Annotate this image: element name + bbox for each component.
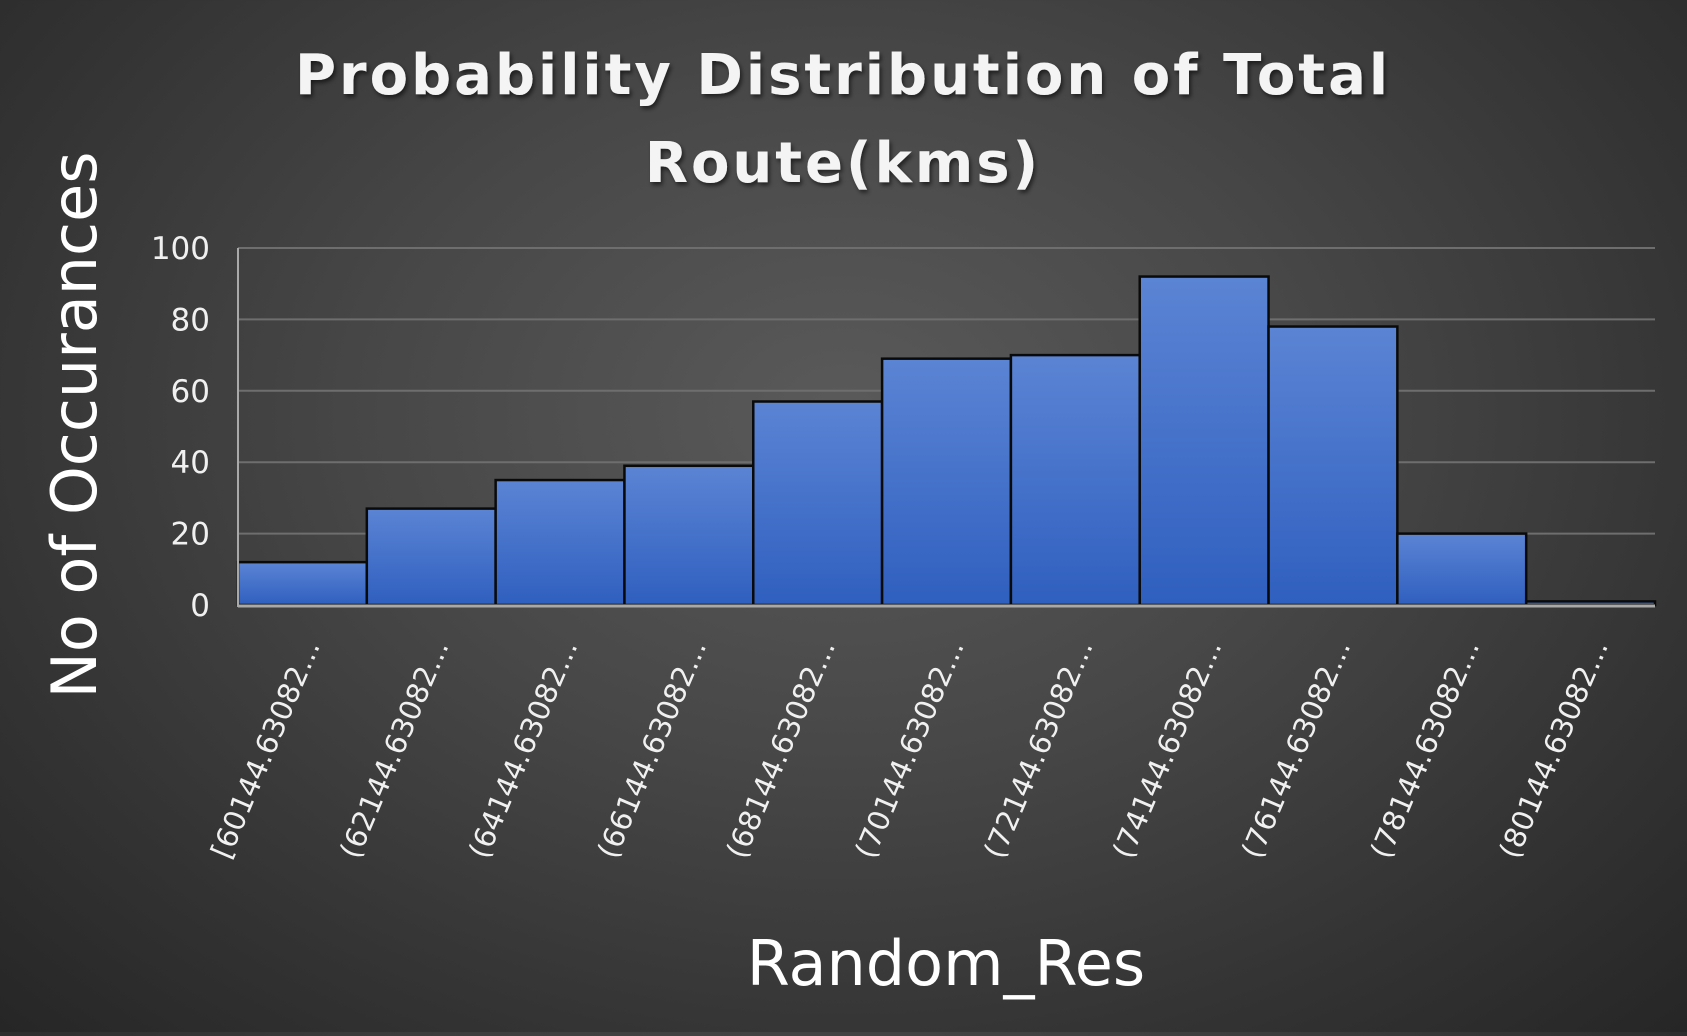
y-tick-label: 20: [171, 517, 210, 553]
histogram-bar: [236, 560, 369, 607]
x-category-label: (70144.63082…: [848, 634, 971, 863]
bars: [236, 275, 1657, 607]
x-category-label: [60144.63082…: [204, 634, 327, 863]
chart-title-line-1: Probability Distribution of Total: [295, 43, 1391, 108]
x-category-label: (80144.63082…: [1492, 634, 1615, 863]
chart-title-line-2: Route(kms): [645, 131, 1041, 196]
x-category-label: (62144.63082…: [333, 634, 456, 863]
histogram-bar: [1138, 275, 1270, 607]
histogram-bar: [752, 400, 884, 607]
y-tick-label: 100: [151, 231, 210, 267]
y-tick-label: 80: [171, 302, 210, 338]
histogram-bar: [623, 464, 755, 607]
x-category-label: (66144.63082…: [591, 634, 714, 863]
x-category-label: (68144.63082…: [719, 634, 842, 863]
histogram-bar: [365, 507, 497, 607]
chart-title: Probability Distribution of Total Route(…: [295, 43, 1391, 196]
histogram-bar: [1267, 325, 1399, 607]
histogram-bar: [1396, 532, 1528, 607]
y-tick-label: 60: [171, 374, 210, 410]
histogram-bar: [880, 357, 1013, 607]
histogram-bar: [1524, 600, 1657, 607]
x-category-label: (78144.63082…: [1363, 634, 1486, 863]
y-tick-label: 40: [171, 445, 210, 481]
x-axis-categories: [60144.63082… (62144.63082… (64144.63082…(…: [204, 634, 1615, 863]
histogram-bar: [494, 478, 626, 607]
y-axis-title: No of Occurances: [38, 151, 111, 698]
x-category-label: (64144.63082…: [462, 634, 585, 863]
y-tick-label: 0: [190, 588, 210, 624]
histogram-bar: [1009, 353, 1141, 607]
x-category-label: (74144.63082…: [1106, 634, 1229, 863]
y-axis-ticks: 0 20 40 60 80 100: [151, 231, 210, 624]
x-axis-title: Random_Res: [747, 927, 1145, 1000]
x-category-label: (76144.63082…: [1235, 634, 1358, 863]
x-category-label: (72144.63082…: [977, 634, 1100, 863]
axes: [237, 248, 1655, 608]
